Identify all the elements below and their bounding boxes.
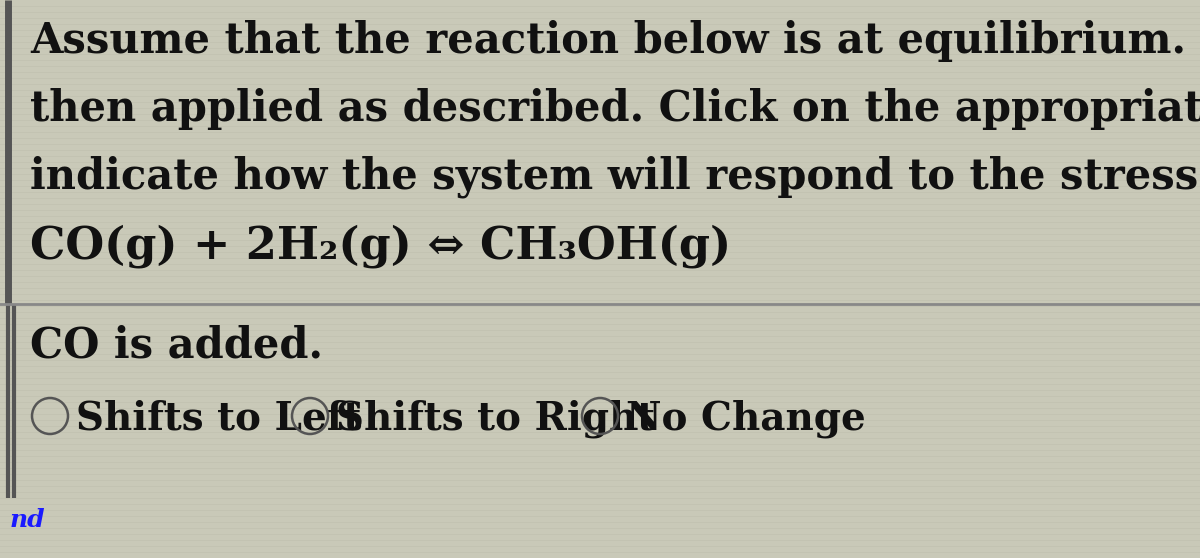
Text: indicate how the system will respond to the stress.: indicate how the system will respond to …: [30, 156, 1200, 199]
Text: Shifts to Left: Shifts to Left: [76, 400, 361, 438]
Text: No Change: No Change: [626, 400, 865, 439]
Text: Shifts to Right: Shifts to Right: [336, 400, 655, 439]
Text: CO is added.: CO is added.: [30, 324, 323, 366]
Text: CO(g) + 2H₂(g) ⇔ CH₃OH(g): CO(g) + 2H₂(g) ⇔ CH₃OH(g): [30, 224, 731, 268]
Text: nd: nd: [10, 508, 46, 532]
Text: then applied as described. Click on the appropriate circle to: then applied as described. Click on the …: [30, 88, 1200, 130]
Text: Assume that the reaction below is at equilibrium. A stress is: Assume that the reaction below is at equ…: [30, 20, 1200, 62]
